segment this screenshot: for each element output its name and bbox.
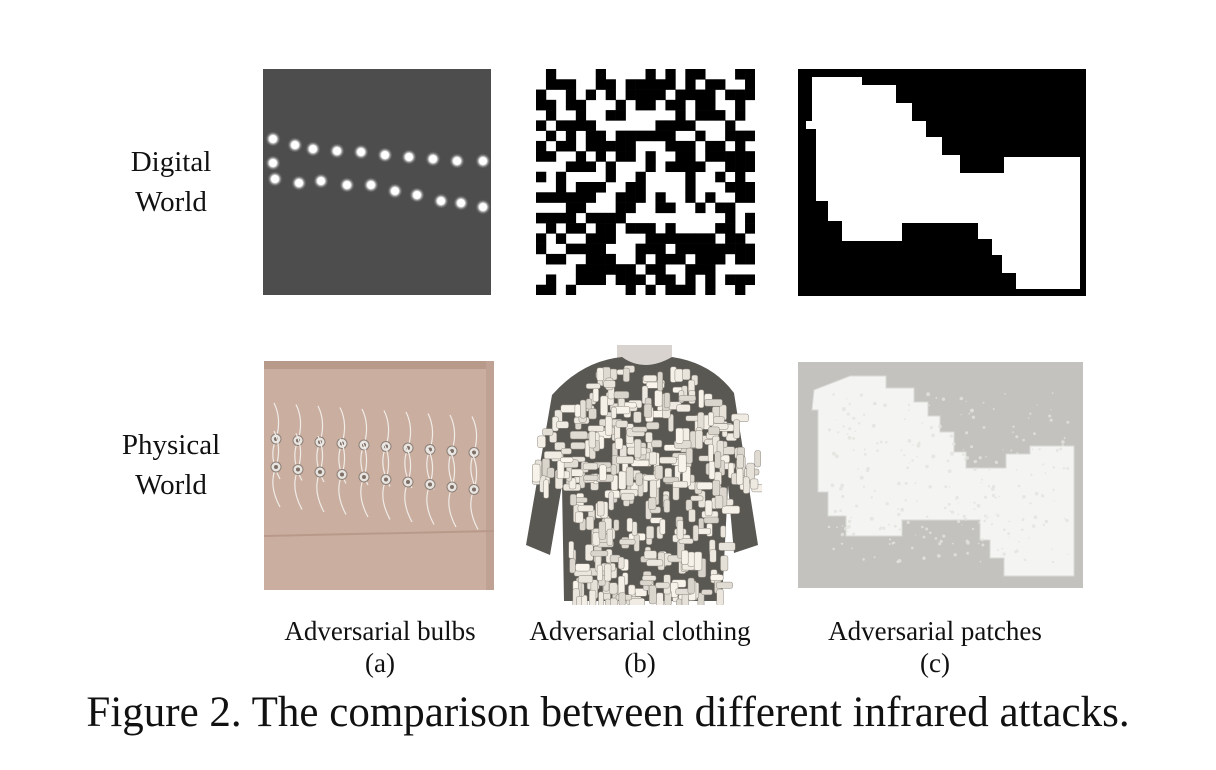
physical-patch-photo — [798, 362, 1083, 588]
physical-clothing-photo — [522, 345, 762, 605]
caption-column-c: Adversarial patches (c) — [828, 616, 1042, 678]
physical-world-label: Physical World — [121, 429, 221, 501]
figure-caption: Figure 2. The comparison between differe… — [86, 689, 1130, 736]
caption-column-a: Adversarial bulbs (a) — [284, 616, 476, 678]
physical-bulbs-photo — [264, 361, 494, 590]
digital-world-label: Digital World — [130, 146, 212, 218]
digital-patch-shape — [798, 69, 1086, 296]
digital-clothing-pattern — [536, 69, 755, 295]
digital-bulbs-image — [263, 69, 491, 295]
caption-column-b: Adversarial clothing (b) — [529, 616, 751, 678]
